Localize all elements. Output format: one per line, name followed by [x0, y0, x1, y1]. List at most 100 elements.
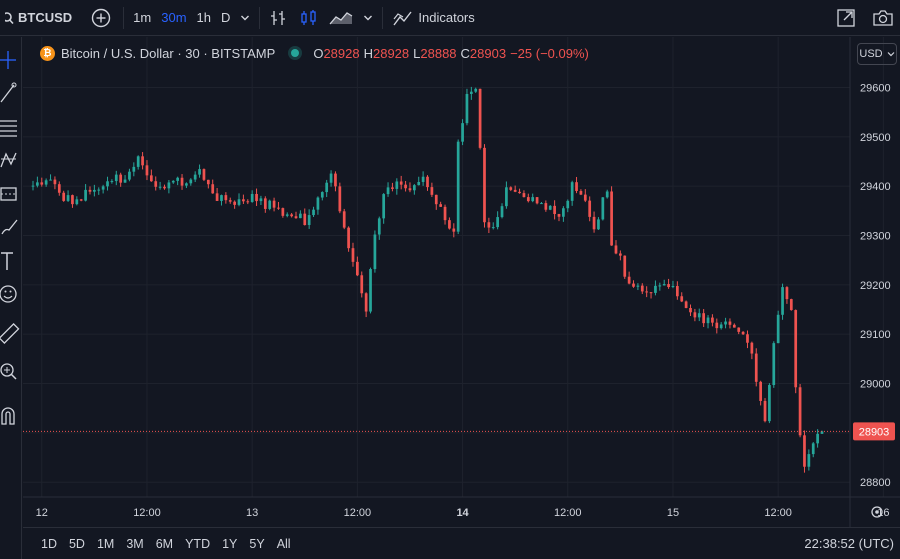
x-tick-label: 12:00 — [764, 507, 792, 519]
candle-body — [263, 198, 267, 209]
candle-body — [93, 189, 96, 192]
forecast-icon[interactable] — [0, 181, 22, 207]
magnet-icon[interactable] — [0, 404, 22, 430]
candle-body — [338, 186, 342, 212]
candle-body — [360, 275, 364, 294]
range-1d[interactable]: 1D — [41, 536, 57, 551]
candle-body — [329, 173, 333, 183]
candle — [575, 176, 578, 194]
timeframe-dropdown[interactable] — [235, 0, 255, 36]
candle-body — [544, 203, 548, 210]
candle-body — [88, 189, 92, 192]
candle — [750, 341, 754, 360]
expand-icon — [837, 8, 855, 27]
candle — [811, 442, 815, 458]
ruler-icon[interactable] — [0, 321, 22, 347]
chevron-down-icon — [364, 15, 373, 20]
range-1y[interactable]: 1Y — [222, 536, 238, 551]
crosshair-icon[interactable] — [0, 47, 22, 73]
candle — [483, 144, 486, 228]
candle — [583, 189, 587, 203]
range-5y[interactable]: 5Y — [249, 536, 265, 551]
emoji-icon[interactable] — [0, 281, 22, 307]
indicators-button[interactable]: Indicators — [387, 0, 479, 36]
candle-body — [430, 187, 434, 195]
candle — [421, 171, 425, 186]
market-status-icon[interactable] — [291, 49, 300, 57]
candle — [53, 176, 57, 190]
candle — [452, 223, 456, 238]
range-3m[interactable]: 3M — [126, 536, 144, 551]
candle-body — [684, 301, 688, 308]
candle — [101, 184, 105, 194]
candle — [351, 242, 355, 267]
candle-body — [513, 189, 517, 192]
candle — [465, 88, 469, 126]
candle-body — [255, 193, 258, 202]
timeframe-label: 30m — [161, 10, 187, 25]
y-tick-label: 29500 — [860, 132, 891, 144]
symbol-title[interactable]: Bitcoin / U.S. Dollar · 30 · BITSTAMP — [61, 45, 276, 61]
candle-body — [62, 192, 66, 201]
candle — [189, 178, 193, 186]
candle — [658, 282, 662, 291]
zoom-icon[interactable] — [0, 359, 22, 385]
timeframe-1m[interactable]: 1m — [128, 0, 156, 36]
fullscreen-button[interactable] — [824, 0, 868, 36]
candle-body — [803, 435, 806, 467]
candle — [513, 185, 517, 193]
timeframe-d[interactable]: D — [216, 0, 235, 36]
text-icon[interactable] — [0, 248, 22, 274]
candle — [44, 178, 48, 187]
snapshot-button[interactable] — [868, 0, 900, 36]
utc-clock[interactable]: 22:38:52 (UTC) — [804, 536, 894, 551]
candle — [342, 208, 346, 230]
candle-style-button[interactable] — [294, 0, 324, 36]
area-chart-icon — [329, 11, 353, 24]
candle-body — [487, 222, 491, 228]
candle — [250, 190, 254, 203]
y-tick-label: 28800 — [860, 477, 891, 489]
fib-icon[interactable] — [0, 114, 22, 140]
range-1m[interactable]: 1M — [96, 536, 115, 551]
symbol-search[interactable]: BTCUSD — [0, 0, 77, 36]
range-6m[interactable]: 6M — [155, 536, 174, 551]
candle-body — [645, 291, 649, 293]
timeframe-30m[interactable]: 30m — [156, 0, 191, 36]
chart-style-dropdown[interactable] — [358, 0, 378, 36]
bar-style-button[interactable] — [264, 0, 294, 36]
y-tick-label: 29300 — [860, 230, 891, 242]
candle-body — [605, 191, 609, 198]
candle-body — [452, 228, 456, 232]
drawing-toolbar — [0, 37, 22, 559]
candle — [816, 429, 819, 448]
candle — [610, 186, 613, 246]
candle — [347, 226, 350, 252]
candle — [136, 155, 140, 170]
candle-body — [671, 286, 675, 288]
candle-body — [575, 182, 578, 192]
timeframe-1h[interactable]: 1h — [192, 0, 216, 36]
trend-line-icon[interactable] — [0, 80, 22, 106]
candle-body — [807, 454, 811, 467]
chart-settings-button[interactable] — [871, 506, 883, 518]
pattern-icon[interactable] — [0, 147, 22, 173]
candle-body — [158, 186, 162, 188]
candle — [522, 190, 526, 198]
timeframe-label: 1m — [133, 10, 152, 25]
candle — [377, 216, 381, 240]
candle — [237, 193, 241, 207]
brush-icon[interactable] — [0, 214, 22, 240]
range-all[interactable]: All — [276, 536, 291, 551]
range-5d[interactable]: 5D — [68, 536, 85, 551]
candle-body — [798, 387, 802, 436]
candle — [675, 281, 679, 300]
y-tick-label: 29200 — [860, 280, 891, 292]
range-ytd[interactable]: YTD — [185, 536, 211, 551]
currency-dropdown[interactable]: USD — [857, 43, 897, 65]
area-style-button[interactable] — [324, 0, 358, 36]
candle-body — [334, 173, 337, 187]
compare-button[interactable] — [77, 0, 119, 36]
candle-body — [610, 191, 613, 246]
